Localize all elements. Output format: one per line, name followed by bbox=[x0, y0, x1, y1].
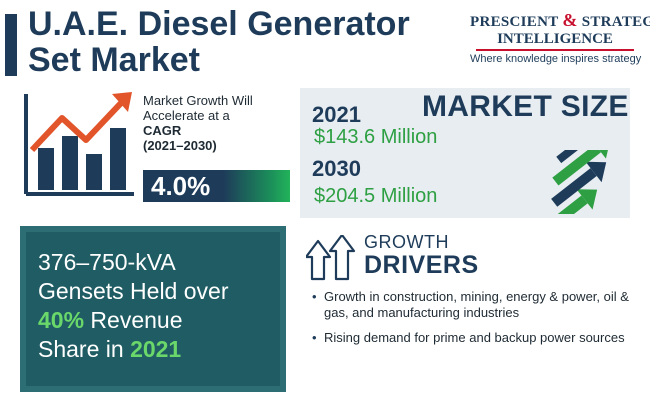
segment-line4: Share in 2021 bbox=[38, 335, 280, 364]
company-logo: PRESCIENT & STRATEGIC INTELLIGENCE Where… bbox=[470, 10, 650, 65]
segment-share-text: Share in bbox=[38, 336, 131, 362]
growth-drivers-panel: GROWTH DRIVERS Growth in construction, m… bbox=[300, 229, 640, 389]
logo-tagline: Where knowledge inspires strategy bbox=[470, 53, 642, 65]
segment-line2: Gensets Held over bbox=[38, 278, 229, 304]
growth-description: Market Growth Will Accelerate at a CAGR … bbox=[143, 93, 263, 153]
list-item: Growth in construction, mining, energy &… bbox=[310, 289, 630, 321]
logo-word-strategic: STRATEGIC bbox=[581, 14, 650, 30]
list-item: Rising demand for prime and backup power… bbox=[310, 330, 630, 346]
growth-arrows-icon bbox=[306, 235, 356, 281]
market-size-year-2021: 2021 bbox=[312, 102, 361, 127]
market-size-panel: MARKET SIZE 2021 $143.6 Million 2030 $20… bbox=[300, 88, 630, 218]
logo-word-intelligence: INTELLIGENCE bbox=[476, 31, 634, 51]
drivers-heading-drivers: DRIVERS bbox=[364, 251, 479, 279]
title-accent-bar bbox=[5, 14, 17, 76]
page-title-line1: U.A.E. Diesel Generator bbox=[28, 5, 410, 43]
segment-share-pct: 40% bbox=[38, 307, 85, 333]
cagr-value: 4.0% bbox=[143, 170, 290, 202]
upward-arrows-icon bbox=[546, 150, 611, 214]
page-title: U.A.E. Diesel Generator Set Market bbox=[28, 6, 448, 78]
logo-word-prescient: PRESCIENT bbox=[470, 14, 559, 30]
market-size-year-2030: 2030 bbox=[312, 156, 361, 181]
growth-text: Market Growth Will Accelerate at a bbox=[143, 93, 253, 123]
logo-name: PRESCIENT & STRATEGIC bbox=[470, 10, 650, 31]
market-size-title: MARKET SIZE bbox=[422, 90, 629, 123]
growth-panel: Market Growth Will Accelerate at a CAGR … bbox=[22, 88, 290, 210]
segment-line1: 376–750-kVA bbox=[38, 249, 176, 275]
cagr-period: (2021–2030) bbox=[143, 138, 217, 153]
segment-line3: 40% Revenue bbox=[38, 306, 280, 335]
segment-highlight-panel: 376–750-kVA Gensets Held over 40% Revenu… bbox=[20, 226, 286, 392]
bar-chart-rising-arrow-icon bbox=[24, 92, 134, 196]
logo-ampersand: & bbox=[562, 10, 578, 30]
drivers-list: Growth in construction, mining, energy &… bbox=[310, 289, 630, 355]
page-title-line2: Set Market bbox=[28, 41, 200, 79]
drivers-heading-growth: GROWTH bbox=[364, 232, 449, 252]
cagr-label: CAGR bbox=[143, 123, 182, 138]
segment-revenue-text: Revenue bbox=[84, 307, 183, 333]
segment-year: 2021 bbox=[130, 336, 182, 362]
market-size-value-2021: $143.6 Million bbox=[314, 126, 438, 148]
market-size-value-2030: $204.5 Million bbox=[314, 185, 438, 207]
